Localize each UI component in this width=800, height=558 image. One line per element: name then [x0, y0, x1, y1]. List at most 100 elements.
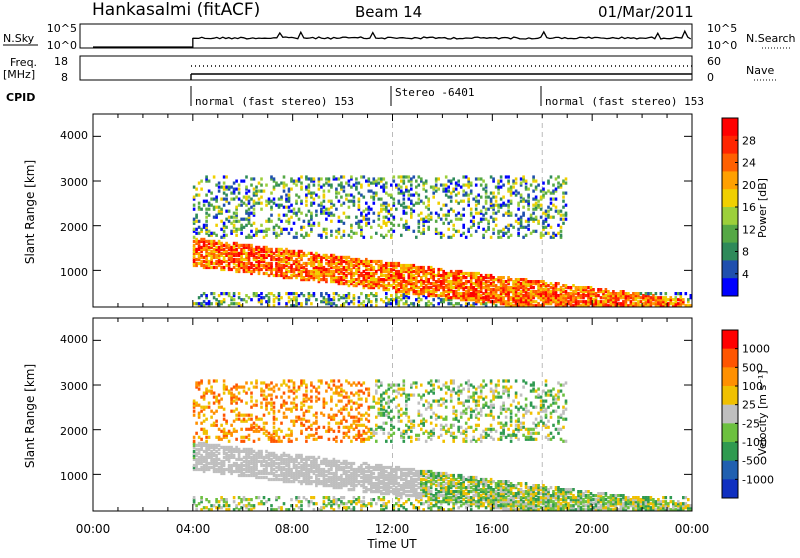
data-cell	[330, 408, 333, 411]
data-cell	[198, 240, 201, 243]
data-cell	[400, 280, 403, 283]
data-cell	[268, 262, 271, 265]
data-cell	[403, 210, 406, 213]
data-cell	[368, 280, 371, 283]
power-colorbar-label: Power [dB]	[756, 178, 769, 238]
data-cell	[338, 216, 341, 219]
data-cell	[293, 180, 296, 183]
data-cell	[343, 230, 346, 233]
data-cell	[263, 236, 266, 239]
data-cell	[393, 180, 396, 183]
data-cell	[213, 216, 216, 219]
data-cell	[313, 222, 316, 225]
data-cell	[385, 292, 388, 295]
data-cell	[355, 182, 358, 185]
data-cell	[315, 194, 318, 197]
data-cell	[510, 278, 513, 281]
data-cell	[193, 496, 196, 499]
data-cell	[243, 496, 246, 499]
data-cell	[527, 200, 530, 203]
data-cell	[210, 266, 213, 269]
data-cell	[338, 422, 341, 425]
data-cell	[330, 200, 333, 203]
data-cell	[617, 292, 620, 295]
data-cell	[552, 204, 555, 207]
data-cell	[300, 292, 303, 295]
data-cell	[388, 268, 391, 271]
data-cell	[363, 260, 366, 263]
data-cell	[245, 224, 248, 227]
data-cell	[288, 210, 291, 213]
data-cell	[255, 472, 258, 475]
data-cell	[510, 302, 513, 305]
power-ytick: 4000	[60, 129, 88, 142]
data-cell	[430, 216, 433, 219]
data-cell	[263, 432, 266, 435]
data-cell	[283, 379, 286, 382]
data-cell	[293, 208, 296, 211]
data-cell	[430, 286, 433, 289]
data-cell	[210, 232, 213, 235]
data-cell	[532, 218, 535, 221]
data-cell	[550, 236, 553, 239]
data-cell	[360, 194, 363, 197]
data-cell	[223, 446, 226, 449]
data-cell	[238, 392, 241, 395]
data-cell	[660, 296, 663, 299]
data-cell	[350, 440, 353, 443]
data-cell	[288, 428, 291, 431]
data-cell	[430, 212, 433, 215]
data-cell	[345, 379, 348, 382]
data-cell	[360, 480, 363, 483]
data-cell	[485, 190, 488, 193]
data-cell	[283, 250, 286, 253]
data-cell	[218, 448, 221, 451]
data-cell	[233, 302, 236, 305]
data-cell	[400, 186, 403, 189]
data-cell	[375, 298, 378, 301]
data-cell	[268, 478, 271, 481]
data-cell	[350, 400, 353, 403]
data-cell	[550, 216, 553, 219]
data-cell	[273, 460, 276, 463]
data-cell	[258, 496, 261, 499]
data-cell	[470, 226, 473, 229]
data-cell	[642, 294, 645, 297]
data-cell	[325, 298, 328, 301]
data-cell	[562, 214, 565, 217]
data-cell	[213, 232, 216, 235]
data-cell	[305, 262, 308, 265]
data-cell	[203, 260, 206, 263]
data-cell	[363, 438, 366, 441]
data-cell	[295, 194, 298, 197]
data-cell	[338, 410, 341, 413]
data-cell	[215, 242, 218, 245]
data-cell	[535, 230, 538, 233]
data-cell	[213, 452, 216, 455]
nsky-panel-frame	[80, 24, 692, 48]
data-cell	[253, 426, 256, 429]
data-cell	[240, 204, 243, 207]
data-cell	[320, 234, 323, 237]
data-cell	[265, 246, 268, 249]
data-cell	[480, 177, 483, 180]
data-cell	[345, 300, 348, 303]
data-cell	[210, 250, 213, 253]
data-cell	[315, 502, 318, 505]
data-cell	[505, 175, 508, 178]
data-cell	[290, 216, 293, 219]
data-cell	[452, 228, 455, 231]
data-cell	[303, 252, 306, 255]
data-cell	[310, 396, 313, 399]
velocity-heatmap	[193, 318, 692, 511]
data-cell	[300, 500, 303, 503]
data-cell	[288, 270, 291, 273]
data-cell	[515, 182, 518, 185]
data-cell	[203, 264, 206, 267]
data-cell	[283, 175, 286, 178]
data-cell	[240, 224, 243, 227]
data-cell	[547, 206, 550, 209]
data-cell	[450, 296, 453, 299]
data-cell	[527, 228, 530, 231]
data-cell	[452, 224, 455, 227]
